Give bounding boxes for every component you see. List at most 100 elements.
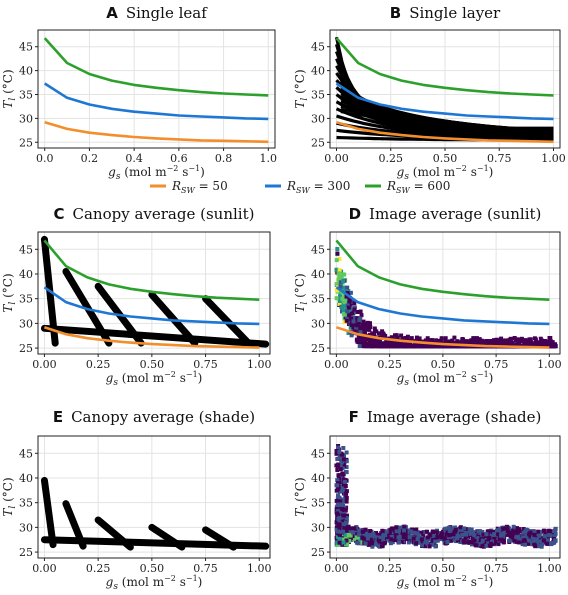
density-cell: [489, 339, 494, 344]
series-line: [335, 286, 550, 326]
x-tick-label: 0.50: [140, 562, 165, 575]
density-cell: [336, 509, 340, 514]
density-cell: [351, 530, 356, 535]
density-cell: [411, 344, 416, 349]
density-cell: [517, 527, 521, 532]
density-cell: [469, 338, 474, 343]
x-tick-label: 0.00: [324, 562, 349, 575]
density-cell: [360, 535, 365, 540]
density-cell: [346, 525, 350, 530]
density-cell: [397, 540, 402, 545]
density-cell: [387, 528, 392, 533]
density-cell: [344, 496, 349, 500]
density-cell: [339, 274, 344, 279]
density-cell: [344, 470, 349, 475]
density-cell: [341, 522, 346, 527]
density-cell: [352, 526, 357, 531]
density-cell: [553, 538, 558, 543]
density-cell: [355, 310, 360, 314]
density-cell: [421, 532, 426, 537]
x-axis-label: gs (mol m−2 s−1): [397, 164, 494, 182]
density-cell: [467, 539, 472, 544]
density-cell: [335, 478, 340, 483]
density-cell: [342, 463, 347, 468]
density-cell: [368, 535, 373, 540]
density-cell: [395, 335, 400, 340]
x-tick-label: 0.25: [379, 152, 404, 165]
density-cell: [337, 302, 342, 306]
density-cell: [338, 280, 343, 285]
density-cell: [345, 309, 350, 314]
density-cell: [484, 532, 489, 537]
density-cell: [390, 526, 394, 531]
density-cell: [501, 531, 506, 536]
density-cell: [424, 529, 429, 534]
density-cell: [400, 337, 405, 342]
density-cell: [404, 537, 409, 542]
x-axis-label: gs (mol m−2 s−1): [106, 370, 203, 388]
density-cell: [394, 525, 399, 530]
density-cell: [360, 529, 365, 534]
density-cell: [403, 336, 408, 340]
density-cell: [419, 530, 424, 535]
density-cell: [344, 516, 349, 520]
density-cell: [340, 305, 345, 310]
density-cell: [345, 285, 350, 290]
density-cell: [357, 344, 362, 349]
density-cell: [546, 340, 551, 344]
density-cell: [351, 325, 356, 330]
density-cell: [338, 295, 342, 299]
density-cell: [341, 529, 346, 534]
density-cell: [349, 316, 354, 321]
density-cell: [537, 539, 542, 544]
panel-a: A Single leaf 0.0 0.2 0.4 0.6 0.8 1.0 25 30 35 40 45…: [1, 4, 277, 182]
density-cell: [337, 522, 342, 527]
density-cell: [443, 526, 448, 531]
density-cell: [402, 528, 406, 533]
density-cell: [346, 305, 351, 310]
density-cell: [511, 529, 516, 534]
y-tick-label: 40: [19, 268, 33, 281]
x-tick-label: 0.2: [81, 152, 99, 165]
density-cell: [356, 529, 361, 533]
density-cell: [487, 536, 492, 540]
density-cell: [486, 529, 491, 534]
x-tick-label: 0.00: [324, 152, 349, 165]
density-cell: [368, 529, 373, 533]
density-cell: [407, 343, 412, 348]
density-cell: [336, 271, 341, 276]
density-cell: [551, 344, 556, 349]
density-cell: [526, 532, 531, 537]
y-tick-label: 40: [311, 472, 325, 485]
density-cell: [400, 532, 405, 537]
x-tick-label: 1.00: [537, 562, 562, 575]
density-cell: [462, 540, 467, 545]
legend-item: RSW = 50: [150, 179, 228, 195]
panel-d: D Image average (sunlit) 0.00 0.25 0.50 0.75 1…: [293, 205, 562, 388]
x-tick-label: 1.0: [260, 152, 278, 165]
density-cell: [518, 535, 522, 539]
density-cell: [409, 529, 414, 534]
density-cell: [531, 342, 536, 346]
y-axis-label: Tl (°C): [1, 477, 18, 516]
density-cell: [469, 540, 474, 545]
density-cell: [368, 333, 373, 337]
x-tick-label: 0.6: [170, 152, 188, 165]
density-cell: [388, 344, 393, 349]
density-cell: [425, 344, 430, 349]
density-cell: [349, 526, 354, 531]
sim-curve: [340, 110, 548, 135]
axes-frame: [37, 231, 271, 355]
density-cell: [365, 324, 370, 329]
density-cell: [337, 299, 342, 303]
density-cell: [340, 502, 345, 507]
density-cell: [448, 538, 453, 543]
series-line: [335, 82, 554, 121]
panel-letter: D: [349, 205, 361, 223]
y-tick-label: 25: [19, 136, 33, 149]
density-cell: [425, 541, 430, 546]
density-cell: [492, 541, 496, 546]
density-cell: [420, 543, 424, 548]
density-cell: [414, 338, 419, 343]
density-cell: [345, 291, 350, 295]
